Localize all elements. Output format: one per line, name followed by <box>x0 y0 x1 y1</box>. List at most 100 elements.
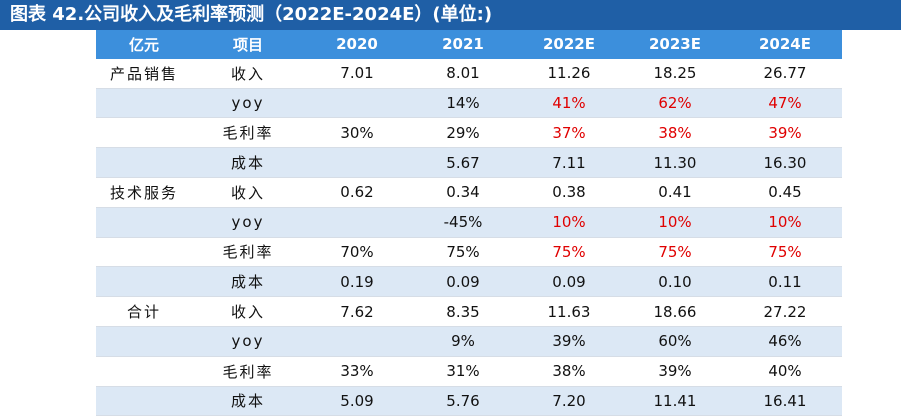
table-row: 合计 收入 7.62 8.35 11.63 18.66 27.22 <box>96 296 842 327</box>
category-cell: 技术服务 <box>96 177 192 208</box>
item-cell: 成本 <box>192 386 304 416</box>
value-cell: 0.45 <box>728 177 842 208</box>
value-cell: 0.10 <box>622 266 728 298</box>
value-cell: 0.09 <box>516 266 622 298</box>
value-cell: 27.22 <box>728 296 842 327</box>
table-row: yoy 9% 39% 60% 46% <box>96 326 842 357</box>
category-cell <box>96 207 192 238</box>
header-item: 项目 <box>192 30 304 59</box>
value-cell: 40% <box>728 356 842 387</box>
item-cell: yoy <box>192 326 304 357</box>
item-cell: 毛利率 <box>192 237 304 268</box>
item-cell: 收入 <box>192 296 304 327</box>
table-row: 成本 5.67 7.11 11.30 16.30 <box>96 147 842 178</box>
header-2022e: 2022E <box>516 30 622 59</box>
value-cell: 7.62 <box>304 296 410 327</box>
value-cell: 7.11 <box>516 147 622 178</box>
value-cell: 11.41 <box>622 386 728 416</box>
item-cell: 毛利率 <box>192 117 304 149</box>
value-cell <box>304 207 410 238</box>
item-cell: 毛利率 <box>192 356 304 387</box>
value-cell: 39% <box>728 117 842 149</box>
value-cell: 46% <box>728 326 842 357</box>
table-row: yoy 14% 41% 62% 47% <box>96 88 842 119</box>
table-row: 成本 0.19 0.09 0.09 0.10 0.11 <box>96 266 842 298</box>
value-cell: 75% <box>516 237 622 268</box>
value-cell: 70% <box>304 237 410 268</box>
value-cell <box>304 326 410 357</box>
header-unit: 亿元 <box>96 30 192 59</box>
header-2023e: 2023E <box>622 30 728 59</box>
value-cell: 26.77 <box>728 58 842 89</box>
value-cell: 60% <box>622 326 728 357</box>
value-cell: 9% <box>410 326 516 357</box>
category-cell: 合计 <box>96 296 192 327</box>
value-cell: 37% <box>516 117 622 149</box>
item-cell: 成本 <box>192 147 304 178</box>
forecast-table: 亿元 项目 2020 2021 2022E 2023E 2024E 产品销售 收入… <box>96 30 842 416</box>
item-cell: 收入 <box>192 177 304 208</box>
value-cell: 16.30 <box>728 147 842 178</box>
value-cell: -45% <box>410 207 516 238</box>
value-cell: 5.09 <box>304 386 410 416</box>
header-2021: 2021 <box>410 30 516 59</box>
category-cell <box>96 88 192 119</box>
header-2020: 2020 <box>304 30 410 59</box>
value-cell: 11.63 <box>516 296 622 327</box>
category-cell <box>96 147 192 178</box>
value-cell <box>304 88 410 119</box>
value-cell: 0.19 <box>304 266 410 298</box>
value-cell: 31% <box>410 356 516 387</box>
value-cell: 75% <box>622 237 728 268</box>
value-cell: 0.11 <box>728 266 842 298</box>
table-row: 技术服务 收入 0.62 0.34 0.38 0.41 0.45 <box>96 177 842 208</box>
item-cell: 成本 <box>192 266 304 298</box>
value-cell: 33% <box>304 356 410 387</box>
value-cell: 18.25 <box>622 58 728 89</box>
value-cell: 0.41 <box>622 177 728 208</box>
item-cell: yoy <box>192 88 304 119</box>
category-cell <box>96 266 192 298</box>
value-cell: 11.30 <box>622 147 728 178</box>
value-cell: 8.35 <box>410 296 516 327</box>
value-cell: 10% <box>516 207 622 238</box>
table-header-row: 亿元 项目 2020 2021 2022E 2023E 2024E <box>96 30 842 59</box>
value-cell: 7.01 <box>304 58 410 89</box>
item-cell: 收入 <box>192 58 304 89</box>
value-cell: 62% <box>622 88 728 119</box>
figure-title: 图表 42.公司收入及毛利率预测（2022E-2024E）(单位:) <box>0 0 901 30</box>
value-cell: 39% <box>516 326 622 357</box>
value-cell: 10% <box>728 207 842 238</box>
value-cell: 5.67 <box>410 147 516 178</box>
value-cell: 75% <box>728 237 842 268</box>
category-cell <box>96 356 192 387</box>
category-cell <box>96 117 192 149</box>
value-cell: 8.01 <box>410 58 516 89</box>
category-cell <box>96 326 192 357</box>
value-cell <box>304 147 410 178</box>
value-cell: 0.62 <box>304 177 410 208</box>
header-2024e: 2024E <box>728 30 842 59</box>
value-cell: 5.76 <box>410 386 516 416</box>
value-cell: 47% <box>728 88 842 119</box>
category-cell <box>96 237 192 268</box>
category-cell: 产品销售 <box>96 58 192 89</box>
value-cell: 38% <box>516 356 622 387</box>
value-cell: 39% <box>622 356 728 387</box>
value-cell: 75% <box>410 237 516 268</box>
value-cell: 41% <box>516 88 622 119</box>
value-cell: 0.38 <box>516 177 622 208</box>
value-cell: 16.41 <box>728 386 842 416</box>
table-row: 毛利率 33% 31% 38% 39% 40% <box>96 356 842 387</box>
value-cell: 38% <box>622 117 728 149</box>
value-cell: 0.34 <box>410 177 516 208</box>
table-row: 毛利率 70% 75% 75% 75% 75% <box>96 237 842 268</box>
value-cell: 10% <box>622 207 728 238</box>
value-cell: 30% <box>304 117 410 149</box>
table-row: 毛利率 30% 29% 37% 38% 39% <box>96 117 842 149</box>
table-row: yoy -45% 10% 10% 10% <box>96 207 842 238</box>
value-cell: 11.26 <box>516 58 622 89</box>
value-cell: 14% <box>410 88 516 119</box>
value-cell: 29% <box>410 117 516 149</box>
value-cell: 18.66 <box>622 296 728 327</box>
